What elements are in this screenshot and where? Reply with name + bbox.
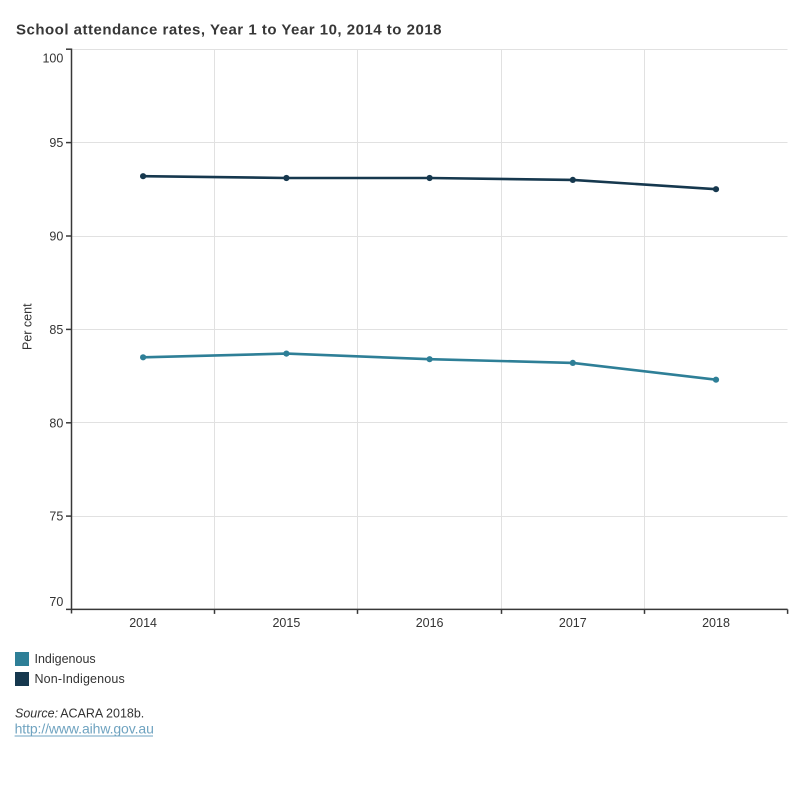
svg-text:95: 95 (49, 136, 63, 150)
svg-text:2016: 2016 (416, 616, 444, 630)
svg-text:75: 75 (49, 510, 63, 524)
svg-text:2014: 2014 (129, 616, 157, 630)
svg-text:90: 90 (49, 230, 63, 244)
svg-text:http://www.aihw.gov.au: http://www.aihw.gov.au (15, 721, 154, 737)
svg-text:2017: 2017 (559, 616, 587, 630)
svg-text:70: 70 (49, 595, 63, 609)
svg-text:Indigenous: Indigenous (35, 652, 96, 666)
svg-text:Source:ACARA 2018b.: Source: ACARA 2018b. (15, 707, 144, 721)
svg-text:2015: 2015 (272, 616, 300, 630)
svg-text:80: 80 (49, 416, 63, 430)
svg-text:85: 85 (49, 323, 63, 337)
svg-text:School attendance rates, Year: School attendance rates, Year 1 to Year … (16, 22, 442, 39)
svg-text:2018: 2018 (702, 616, 730, 630)
svg-text:Non-Indigenous: Non-Indigenous (35, 672, 125, 686)
svg-text:Per cent: Per cent (21, 303, 35, 350)
svg-text:100: 100 (42, 51, 63, 65)
